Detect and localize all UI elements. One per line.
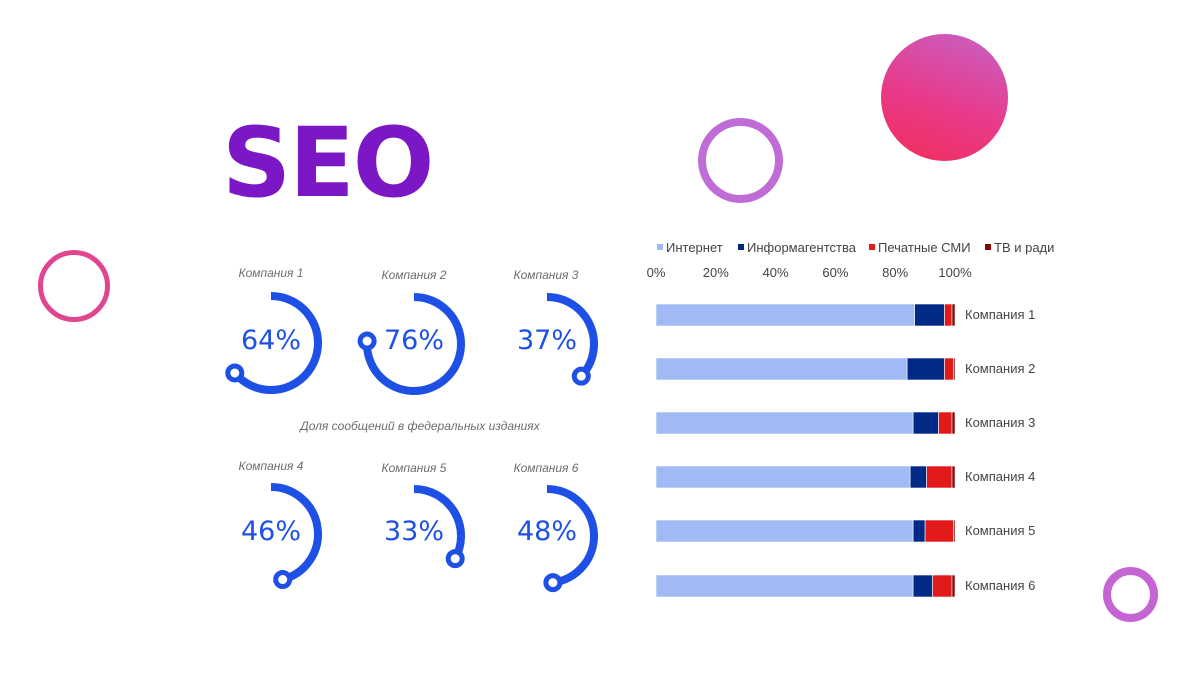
category-label-2: Компания 2: [965, 361, 1035, 376]
legend-label-1: Интернет: [666, 240, 723, 255]
decor-ring-bottom-right: [1103, 567, 1158, 622]
gauge-value-6: 48%: [516, 516, 577, 547]
gauge-arc-1: [231, 292, 322, 394]
gauge-label-3: Компания 3: [513, 268, 579, 282]
bar-segment-3-2: [912, 411, 939, 435]
x-tick-label: 20%: [703, 265, 729, 280]
category-label-6: Компания 6: [965, 578, 1035, 593]
decor-circle-gradient: [881, 34, 1008, 161]
bar-segment-2-3: [944, 357, 954, 381]
bar-segment-4-1: [655, 465, 911, 489]
gauge-value-4: 46%: [240, 516, 301, 547]
gauge-knob-2: [357, 331, 377, 351]
bar-segment-1-4: [951, 303, 956, 327]
bar-segment-2-1: [655, 357, 908, 381]
legend-label-2: Информагентства: [747, 240, 857, 255]
gauges-caption: Доля сообщений в федеральных изданиях: [300, 419, 540, 433]
bar-segment-5-4: [953, 519, 956, 543]
gauge-value-2: 76%: [383, 325, 444, 356]
bar-segment-4-2: [909, 465, 927, 489]
bar-segment-3-3: [938, 411, 953, 435]
legend-swatch-3: [869, 244, 875, 250]
decor-ring-left: [38, 250, 110, 322]
gauge-knob-3: [571, 366, 591, 386]
category-label-4: Компания 4: [965, 469, 1035, 484]
bar-segment-5-1: [655, 519, 914, 543]
gauge-arc-3: [546, 293, 598, 379]
decor-ring-top: [698, 118, 783, 203]
bar-segment-6-3: [932, 574, 953, 598]
gauge-arc-2: [363, 293, 465, 395]
legend-swatch-1: [657, 244, 663, 250]
category-label-1: Компания 1: [965, 307, 1035, 322]
x-tick-label: 40%: [763, 265, 789, 280]
gauge-label-5: Компания 5: [381, 461, 447, 475]
x-tick-label: 60%: [822, 265, 848, 280]
legend-swatch-4: [985, 244, 991, 250]
bar-segment-6-1: [655, 574, 914, 598]
gauge-arc-6: [546, 485, 598, 587]
bar-segment-2-4: [953, 357, 956, 381]
gauge-knob-6: [543, 573, 563, 593]
category-label-5: Компания 5: [965, 523, 1035, 538]
x-tick-label: 0%: [647, 265, 666, 280]
bar-segment-1-2: [914, 303, 945, 327]
gauge-label-2: Компания 2: [381, 268, 447, 282]
bar-segment-1-3: [944, 303, 953, 327]
bar-segment-6-2: [912, 574, 933, 598]
gauge-label-6: Компания 6: [513, 461, 579, 475]
bar-segment-1-1: [655, 303, 915, 327]
x-tick-label: 100%: [938, 265, 972, 280]
bar-segment-5-3: [924, 519, 954, 543]
bar-segment-4-4: [951, 465, 956, 489]
gauge-value-1: 64%: [240, 325, 301, 356]
gauge-knob-5: [445, 549, 465, 569]
bar-segment-5-2: [912, 519, 926, 543]
bar-segment-3-1: [655, 411, 914, 435]
legend-label-3: Печатные СМИ: [878, 240, 971, 255]
x-tick-label: 80%: [882, 265, 908, 280]
bar-segment-3-4: [951, 411, 956, 435]
gauge-label-1: Компания 1: [238, 266, 304, 280]
gauge-value-5: 33%: [383, 516, 444, 547]
page-title: SEO: [222, 107, 434, 219]
bar-segment-2-2: [906, 357, 945, 381]
bar-segment-4-3: [926, 465, 953, 489]
gauge-value-3: 37%: [516, 325, 577, 356]
legend-label-4: ТВ и ради: [994, 240, 1054, 255]
gauge-knob-1: [225, 363, 245, 383]
gauge-arc-5: [413, 485, 465, 561]
gauge-arc-4: [270, 483, 322, 584]
bar-segment-6-4: [951, 574, 956, 598]
gauge-knob-4: [273, 570, 293, 590]
category-label-3: Компания 3: [965, 415, 1035, 430]
gauge-label-4: Компания 4: [238, 459, 304, 473]
legend-swatch-2: [738, 244, 744, 250]
